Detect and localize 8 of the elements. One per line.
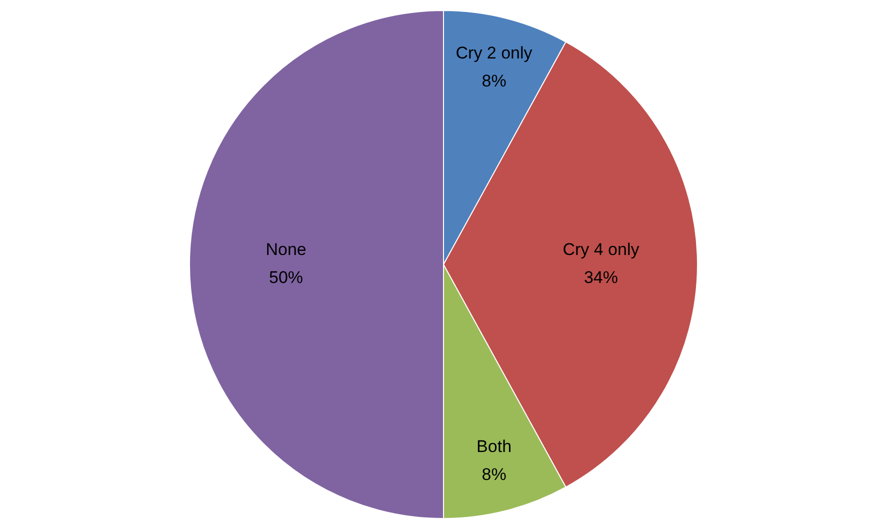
slice-label: Both [476,437,512,456]
slice-label: Cry 2 only [456,43,533,62]
data-label: 8% [482,71,506,90]
data-label: 8% [482,465,506,484]
slice-label: Cry 4 only [562,240,640,260]
data-label: 50% [269,268,304,288]
data-label: 34% [584,268,618,288]
slice-label: None [266,240,306,260]
